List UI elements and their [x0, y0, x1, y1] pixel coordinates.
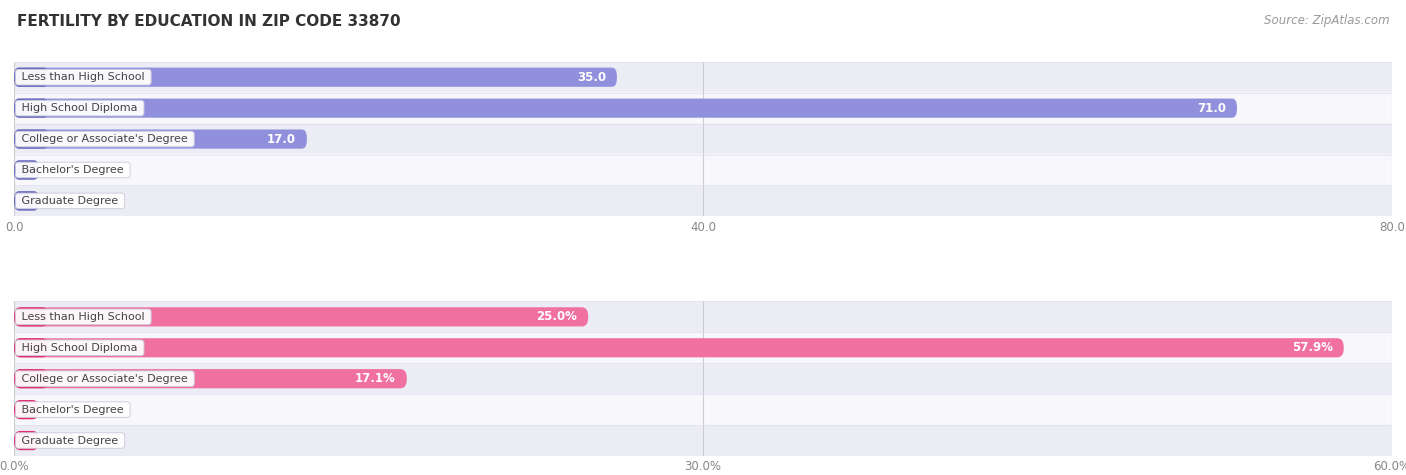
Text: College or Associate's Degree: College or Associate's Degree: [18, 134, 191, 144]
Text: Less than High School: Less than High School: [18, 312, 148, 322]
FancyBboxPatch shape: [14, 400, 39, 419]
FancyBboxPatch shape: [14, 431, 39, 450]
FancyBboxPatch shape: [14, 332, 1392, 363]
FancyBboxPatch shape: [14, 62, 1392, 93]
FancyBboxPatch shape: [14, 363, 1392, 394]
Text: Source: ZipAtlas.com: Source: ZipAtlas.com: [1264, 14, 1389, 27]
Text: FERTILITY BY EDUCATION IN ZIP CODE 33870: FERTILITY BY EDUCATION IN ZIP CODE 33870: [17, 14, 401, 29]
Text: College or Associate's Degree: College or Associate's Degree: [18, 374, 191, 384]
Text: 35.0: 35.0: [576, 71, 606, 84]
Text: Less than High School: Less than High School: [18, 72, 148, 82]
Text: 17.0: 17.0: [267, 133, 295, 145]
Text: 0.0%: 0.0%: [49, 403, 83, 416]
FancyBboxPatch shape: [14, 307, 48, 326]
FancyBboxPatch shape: [14, 130, 48, 149]
FancyBboxPatch shape: [14, 98, 48, 118]
FancyBboxPatch shape: [14, 185, 1392, 216]
FancyBboxPatch shape: [14, 191, 39, 210]
FancyBboxPatch shape: [14, 369, 48, 388]
Text: 71.0: 71.0: [1197, 102, 1226, 114]
Text: 0.0: 0.0: [49, 194, 70, 208]
Text: Graduate Degree: Graduate Degree: [18, 436, 122, 446]
FancyBboxPatch shape: [14, 98, 1237, 118]
Text: 57.9%: 57.9%: [1292, 341, 1333, 354]
FancyBboxPatch shape: [14, 154, 1392, 185]
FancyBboxPatch shape: [14, 400, 39, 419]
FancyBboxPatch shape: [14, 93, 1392, 124]
Text: Graduate Degree: Graduate Degree: [18, 196, 122, 206]
FancyBboxPatch shape: [14, 302, 1392, 332]
Text: Bachelor's Degree: Bachelor's Degree: [18, 405, 128, 415]
Text: 17.1%: 17.1%: [354, 372, 395, 385]
Text: Bachelor's Degree: Bachelor's Degree: [18, 165, 128, 175]
FancyBboxPatch shape: [14, 338, 48, 357]
FancyBboxPatch shape: [14, 161, 39, 180]
FancyBboxPatch shape: [14, 130, 307, 149]
Text: 25.0%: 25.0%: [536, 310, 576, 323]
FancyBboxPatch shape: [14, 431, 39, 450]
Text: High School Diploma: High School Diploma: [18, 343, 141, 353]
FancyBboxPatch shape: [14, 338, 1344, 357]
FancyBboxPatch shape: [14, 124, 1392, 154]
FancyBboxPatch shape: [14, 307, 588, 326]
FancyBboxPatch shape: [14, 191, 39, 210]
Text: 0.0%: 0.0%: [49, 434, 83, 447]
Text: High School Diploma: High School Diploma: [18, 103, 141, 113]
FancyBboxPatch shape: [14, 67, 48, 87]
FancyBboxPatch shape: [14, 425, 1392, 456]
FancyBboxPatch shape: [14, 394, 1392, 425]
FancyBboxPatch shape: [14, 369, 406, 388]
FancyBboxPatch shape: [14, 161, 39, 180]
Text: 0.0: 0.0: [49, 163, 70, 177]
FancyBboxPatch shape: [14, 67, 617, 87]
